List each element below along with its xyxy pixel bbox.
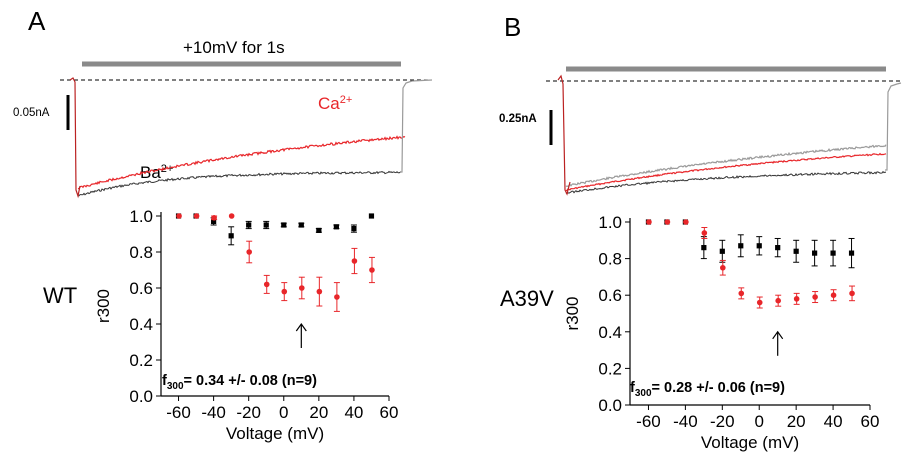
ca-current-trace-b	[565, 152, 887, 192]
x-tick-label: 40	[344, 403, 363, 422]
y-axis-label: r300	[94, 289, 113, 323]
ca-data-point	[701, 230, 708, 236]
current-scale-label-a: 0.05nA	[13, 107, 50, 119]
ca-data-point	[246, 249, 252, 255]
x-tick-label: -40	[673, 412, 698, 431]
genotype-label-wt: WT	[43, 283, 78, 308]
ba-data-point	[298, 222, 304, 228]
ca-data-point	[756, 299, 763, 306]
x-tick-label: -40	[201, 403, 226, 422]
x-tick-label: 40	[824, 412, 843, 431]
x-tick-label: -60	[636, 412, 661, 431]
r300-chart-b: 0.0 0.2 0.4 0.6 0.8 1.0 -60 -40 -20 0 20 40 60 Voltag…	[563, 213, 879, 452]
ba-data-point	[211, 218, 217, 224]
y-tick-label: 0.6	[129, 279, 153, 298]
ba-current-trace-b	[565, 170, 887, 195]
ca-data-point	[228, 213, 235, 219]
ca-data-point	[193, 213, 200, 219]
ca-data-point	[351, 258, 358, 264]
ca-data-point	[664, 219, 671, 225]
ca-data-point	[738, 290, 745, 297]
ba-data-point	[848, 250, 855, 256]
x-tick-label: 60	[861, 412, 880, 431]
ca-current-trace-a	[77, 135, 406, 190]
ba-data-point	[756, 243, 762, 249]
y-tick-label: 0.4	[129, 315, 153, 334]
tail-current-a	[400, 79, 433, 173]
arrow-head	[772, 330, 784, 340]
genotype-label-a39v: A39V	[500, 286, 554, 311]
ca-trace-label: Ca2+	[318, 94, 353, 113]
grey-current-trace-b	[565, 144, 887, 188]
y-tick-label: 0.0	[129, 387, 153, 406]
ca-data-point	[281, 288, 288, 295]
capacitive-transient-a	[69, 77, 81, 199]
tail-current-b	[885, 82, 902, 171]
ca-data-point	[775, 297, 781, 304]
ca-data-point	[176, 213, 182, 219]
capacitive-transient-b	[557, 74, 571, 196]
arrow-head	[295, 322, 307, 332]
x-tick-label: 0	[279, 403, 288, 422]
ba-data-point	[812, 250, 818, 256]
x-tick-label: 0	[754, 412, 763, 431]
ba-data-point	[775, 245, 781, 251]
ba-data-point	[281, 222, 287, 228]
ca-data-point	[646, 219, 652, 225]
ca-data-point	[683, 219, 689, 225]
x-tick-label: 20	[787, 412, 806, 431]
y-tick-label: 0.4	[598, 323, 622, 342]
ba-data-point	[738, 243, 744, 249]
y-tick-label: 0.2	[598, 359, 622, 378]
panel-letter-a: A	[28, 6, 46, 36]
x-tick-label: 60	[380, 403, 399, 422]
x-axis-label: Voltage (mV)	[701, 433, 799, 452]
ba-trace-label: Ba2+	[140, 163, 174, 182]
current-scale-label-b: 0.25nA	[499, 113, 537, 125]
ba-data-point	[263, 222, 269, 228]
ca-data-point	[316, 288, 323, 295]
ca-data-point	[812, 294, 818, 300]
ca-data-point	[334, 294, 340, 300]
y-tick-label: 0.0	[598, 396, 622, 415]
y-tick-label: 0.6	[598, 286, 622, 305]
x-tick-label: -20	[710, 412, 735, 431]
x-tick-label: -20	[236, 403, 261, 422]
ba-data-point	[830, 250, 836, 256]
y-tick-label: 0.2	[129, 351, 153, 370]
ba-data-point	[246, 222, 252, 228]
ba-data-point	[228, 233, 234, 239]
ca-data-point	[263, 281, 270, 288]
ba-data-point	[793, 248, 799, 254]
ba-data-point	[316, 227, 322, 233]
ca-data-point	[793, 296, 800, 302]
ba-data-point	[351, 226, 357, 232]
x-axis-label: Voltage (mV)	[226, 424, 324, 443]
ca-data-point	[369, 267, 375, 273]
y-tick-label: 1.0	[129, 207, 153, 226]
ca-data-point	[299, 285, 305, 291]
ba-data-point	[333, 224, 339, 230]
r300-chart-a: 0.0 0.2 0.4 0.6 0.8 1.0 -60 -40 -20 0 20 40 60 Voltag…	[94, 207, 398, 443]
y-tick-label: 0.8	[129, 243, 153, 262]
f300-summary-b: f300= 0.28 +/- 0.06 (n=9)	[630, 380, 785, 399]
y-tick-label: 1.0	[598, 213, 622, 232]
panel-letter-b: B	[504, 12, 522, 42]
x-tick-label: 20	[309, 403, 328, 422]
y-tick-label: 0.8	[598, 250, 622, 269]
ba-data-point	[719, 248, 725, 254]
ba-data-point	[701, 245, 707, 251]
stimulus-label: +10mV for 1s	[183, 38, 285, 57]
ca-data-point	[849, 290, 855, 297]
y-axis-label: r300	[563, 296, 582, 330]
ca-data-point	[720, 264, 726, 271]
ca-data-point	[211, 215, 217, 221]
x-tick-label: -60	[166, 403, 191, 422]
ba-current-trace-a	[77, 170, 402, 197]
ca-data-point	[830, 292, 837, 299]
ba-data-point	[368, 213, 375, 219]
f300-summary-a: f300= 0.34 +/- 0.08 (n=9)	[162, 373, 317, 392]
